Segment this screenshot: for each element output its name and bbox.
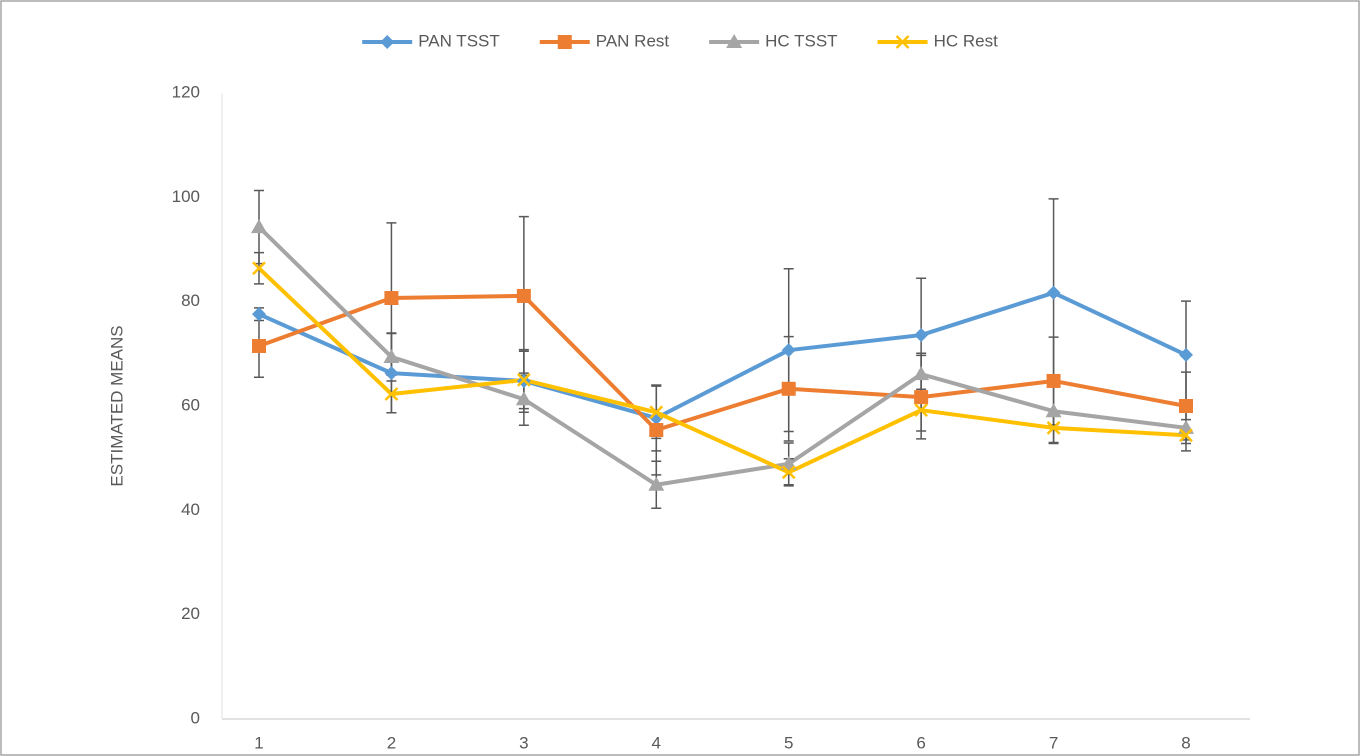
x-tick-label: 3: [519, 733, 528, 752]
marker: [913, 366, 930, 381]
marker: [1045, 403, 1062, 418]
y-tick-label: 60: [181, 395, 200, 414]
marker: [648, 476, 665, 491]
legend-label: PAN TSST: [418, 31, 500, 50]
marker: [252, 339, 266, 354]
marker: [515, 391, 532, 406]
marker: [380, 35, 395, 49]
marker: [1046, 373, 1061, 388]
marker: [1179, 347, 1193, 362]
marker: [914, 390, 929, 405]
marker: [780, 455, 797, 470]
y-tick-label: 80: [181, 291, 200, 310]
marker: [726, 34, 743, 48]
marker: [1046, 285, 1061, 300]
series-line: [257, 225, 1187, 487]
y-tick-label: 0: [191, 708, 200, 727]
marker: [516, 288, 531, 303]
marker: [251, 219, 267, 234]
series-line: [257, 266, 1187, 475]
marker: [252, 307, 266, 322]
x-tick-label: 8: [1181, 733, 1190, 752]
marker: [1179, 399, 1193, 413]
marker: [914, 328, 929, 343]
x-tick-label: 6: [916, 733, 925, 752]
marker: [914, 403, 929, 418]
series-line: [258, 293, 1187, 432]
legend-label: PAN Rest: [596, 31, 670, 50]
legend-label: HC Rest: [934, 31, 999, 50]
y-tick-label: 40: [181, 500, 200, 519]
legend-label: HC TSST: [765, 31, 837, 50]
marker: [649, 422, 664, 437]
x-tick-label: 1: [254, 733, 263, 752]
marker: [1046, 421, 1061, 435]
marker: [516, 373, 531, 387]
x-tick-label: 2: [387, 733, 396, 752]
marker: [895, 35, 910, 49]
marker: [781, 343, 796, 358]
y-tick-label: 120: [172, 82, 200, 101]
x-tick-label: 4: [652, 733, 661, 752]
marker: [1179, 428, 1193, 443]
x-tick-label: 7: [1049, 733, 1058, 752]
y-axis-title: ESTIMATED MEANS: [107, 325, 126, 486]
series-line: [258, 290, 1187, 420]
marker: [384, 291, 399, 306]
marker: [557, 35, 572, 49]
marker: [383, 348, 400, 363]
marker: [781, 465, 796, 480]
marker: [649, 405, 664, 420]
marker: [252, 261, 266, 276]
marker: [384, 366, 399, 381]
marker: [384, 387, 399, 401]
y-tick-label: 100: [172, 187, 200, 206]
x-tick-label: 5: [784, 733, 793, 752]
y-tick-label: 20: [181, 604, 200, 623]
marker: [781, 381, 796, 396]
